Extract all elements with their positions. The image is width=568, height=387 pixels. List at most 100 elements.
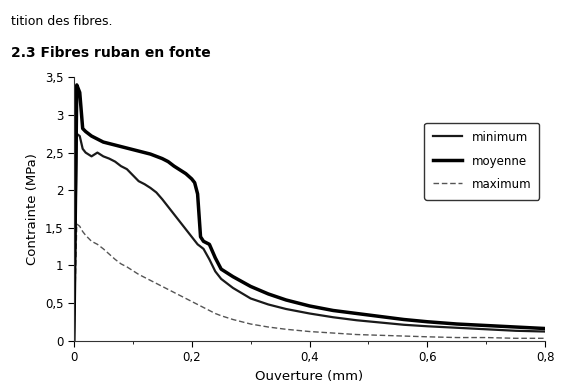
minimum <box>159 284 166 289</box>
moyenne <box>542 329 549 334</box>
maximum <box>483 323 490 328</box>
minimum <box>94 242 101 247</box>
moyenne <box>229 286 236 290</box>
minimum <box>76 224 83 229</box>
moyenne <box>73 132 80 136</box>
moyenne <box>282 307 289 311</box>
Line: moyenne: moyenne <box>74 134 545 341</box>
minimum <box>177 293 183 298</box>
moyenne <box>247 296 254 301</box>
moyenne <box>76 134 83 139</box>
minimum <box>542 336 549 341</box>
X-axis label: Ouverture (mm): Ouverture (mm) <box>256 370 364 382</box>
Legend: minimum, moyenne, maximum: minimum, moyenne, maximum <box>424 123 540 200</box>
moyenne <box>147 186 154 190</box>
moyenne <box>218 277 224 281</box>
maximum <box>165 159 172 164</box>
maximum <box>191 180 198 185</box>
maximum <box>177 168 183 172</box>
minimum <box>70 338 77 343</box>
maximum <box>135 149 142 153</box>
moyenne <box>135 179 142 183</box>
minimum <box>377 333 384 337</box>
moyenne <box>165 204 172 209</box>
maximum <box>542 326 549 331</box>
minimum <box>265 325 272 329</box>
moyenne <box>377 320 384 325</box>
maximum <box>353 311 360 316</box>
minimum <box>170 290 177 295</box>
maximum <box>82 129 89 134</box>
maximum <box>106 141 112 146</box>
minimum <box>206 308 213 313</box>
moyenne <box>88 154 95 159</box>
maximum <box>206 242 213 247</box>
minimum <box>218 313 224 318</box>
moyenne <box>306 311 313 316</box>
moyenne <box>182 227 189 231</box>
maximum <box>76 90 83 95</box>
moyenne <box>188 235 195 239</box>
minimum <box>212 311 219 316</box>
maximum <box>306 304 313 308</box>
minimum <box>182 296 189 301</box>
moyenne <box>265 302 272 307</box>
maximum <box>70 338 77 343</box>
maximum <box>512 325 519 329</box>
Y-axis label: Contrainte (MPa): Contrainte (MPa) <box>26 153 39 265</box>
minimum <box>453 335 460 340</box>
moyenne <box>512 329 519 333</box>
moyenne <box>194 242 201 247</box>
moyenne <box>112 159 119 164</box>
moyenne <box>141 182 148 187</box>
moyenne <box>453 325 460 330</box>
maximum <box>400 317 407 322</box>
minimum <box>400 334 407 338</box>
Text: 2.3 Fibres ruban en fonte: 2.3 Fibres ruban en fonte <box>11 46 211 60</box>
maximum <box>218 267 224 271</box>
Line: minimum: minimum <box>74 224 545 341</box>
minimum <box>100 247 107 251</box>
minimum <box>118 262 124 266</box>
minimum <box>194 302 201 307</box>
minimum <box>165 287 172 292</box>
maximum <box>229 274 236 279</box>
minimum <box>329 331 336 336</box>
maximum <box>282 298 289 302</box>
minimum <box>200 305 207 310</box>
moyenne <box>130 173 136 178</box>
maximum <box>170 164 177 168</box>
moyenne <box>206 257 213 262</box>
Line: maximum: maximum <box>74 85 545 341</box>
maximum <box>141 150 148 155</box>
moyenne <box>159 197 166 202</box>
moyenne <box>80 147 86 151</box>
maximum <box>424 319 431 324</box>
minimum <box>188 299 195 304</box>
moyenne <box>153 190 160 195</box>
maximum <box>88 134 95 139</box>
moyenne <box>483 327 490 332</box>
minimum <box>82 233 89 238</box>
maximum <box>197 235 204 239</box>
minimum <box>123 265 130 269</box>
minimum <box>80 229 86 234</box>
moyenne <box>329 315 336 320</box>
maximum <box>147 152 154 156</box>
maximum <box>453 322 460 326</box>
maximum <box>182 171 189 176</box>
maximum <box>212 255 219 260</box>
maximum <box>153 154 160 159</box>
maximum <box>130 147 136 152</box>
moyenne <box>200 247 207 251</box>
minimum <box>247 322 254 326</box>
maximum <box>194 192 201 196</box>
maximum <box>112 143 119 147</box>
minimum <box>153 281 160 286</box>
moyenne <box>212 269 219 274</box>
minimum <box>112 257 119 262</box>
minimum <box>424 334 431 339</box>
maximum <box>94 137 101 141</box>
moyenne <box>82 150 89 155</box>
minimum <box>141 275 148 280</box>
